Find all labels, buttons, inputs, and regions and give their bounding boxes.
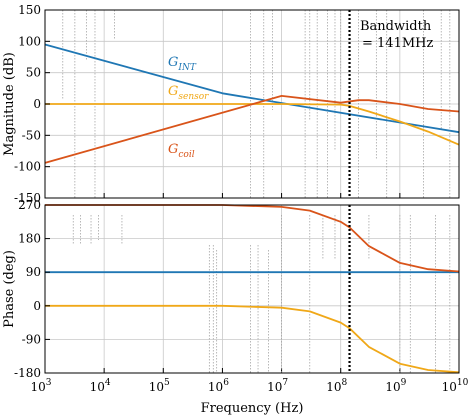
xtick-base: 10 <box>442 380 457 394</box>
magnitude-ytick-label: -50 <box>22 128 41 142</box>
xtick-exponent: 3 <box>46 378 52 388</box>
phase-ytick-label: -90 <box>22 332 41 346</box>
xtick-exponent: 7 <box>282 378 288 388</box>
phase-series <box>45 204 460 374</box>
magnitude-ytick-label: -150 <box>14 191 41 205</box>
phase-xtick-label: 104 <box>90 378 111 394</box>
phase-y-ticks: 270 180 90 0 -90 -180 <box>14 198 50 380</box>
series-label-g-coil-sub: coil <box>178 150 194 160</box>
series-label-g-sensor: Gsensor <box>168 84 209 102</box>
phase-x-axis-label: Frequency (Hz) <box>201 401 304 416</box>
phase-xtick-label: 108 <box>326 378 347 394</box>
xtick-exponent: 9 <box>401 378 407 388</box>
phase-ytick-label: 270 <box>18 198 41 212</box>
phase-xtick-label: 106 <box>208 378 229 394</box>
phase-plot-frame <box>44 204 460 374</box>
xtick-exponent: 10 <box>457 378 469 388</box>
series-label-g-coil-main: G <box>168 142 178 157</box>
xtick-exponent: 5 <box>164 378 170 388</box>
xtick-base: 10 <box>326 380 341 394</box>
magnitude-series-g-int <box>44 43 460 134</box>
xtick-exponent: 6 <box>223 378 229 388</box>
xtick-exponent: 4 <box>105 378 111 388</box>
phase-y-axis-label: Phase (deg) <box>2 250 17 328</box>
xtick-base: 10 <box>90 380 105 394</box>
series-label-g-coil: Gcoil <box>168 142 195 160</box>
magnitude-series-g-sensor <box>45 103 460 146</box>
phase-xtick-label: 1010 <box>442 378 469 394</box>
xtick-base: 10 <box>149 380 164 394</box>
series-label-g-int: GINT <box>168 55 197 73</box>
xtick-base: 10 <box>208 380 223 394</box>
magnitude-ytick-label: 0 <box>33 97 41 111</box>
magnitude-ytick-label: 100 <box>18 34 41 48</box>
bandwidth-annotation-line1: Bandwidth <box>360 19 432 34</box>
phase-x-ticks: 103 104 105 106 107 108 109 1010 <box>30 378 468 394</box>
phase-ytick-label: 90 <box>26 265 41 279</box>
phase-xtick-label: 107 <box>267 378 288 394</box>
magnitude-series-g-coil <box>44 95 460 164</box>
xtick-base: 10 <box>385 380 400 394</box>
bandwidth-annotation-line2: = 141MHz <box>362 36 433 51</box>
series-label-g-sensor-main: G <box>168 84 178 99</box>
xtick-base: 10 <box>267 380 282 394</box>
series-label-g-int-sub: INT <box>177 63 196 73</box>
xtick-exponent: 8 <box>341 378 347 388</box>
magnitude-y-axis-label: Magnitude (dB) <box>2 52 17 156</box>
magnitude-y-ticks: 150 100 50 0 -50 -100 -150 <box>14 3 50 205</box>
magnitude-ytick-label: 50 <box>26 66 41 80</box>
xtick-base: 10 <box>30 380 45 394</box>
phase-xtick-label: 109 <box>385 378 406 394</box>
phase-xtick-label: 103 <box>30 378 51 394</box>
phase-series-g-coil <box>45 204 460 273</box>
magnitude-panel: 150 100 50 0 -50 -100 -150 Magnitude (dB) Band… <box>2 3 460 205</box>
magnitude-series <box>44 43 460 164</box>
phase-ytick-label: 0 <box>33 299 41 313</box>
phase-decoration-lines <box>72 215 451 373</box>
phase-ytick-label: 180 <box>18 232 41 246</box>
phase-series-g-sensor <box>45 304 460 374</box>
phase-ytick-label: -180 <box>14 366 41 380</box>
phase-plot-area <box>45 205 459 373</box>
phase-xtick-label: 105 <box>149 378 170 394</box>
magnitude-ytick-label: 150 <box>18 3 41 17</box>
magnitude-ytick-label: -100 <box>14 160 41 174</box>
series-label-g-sensor-sub: sensor <box>178 92 209 102</box>
series-label-g-int-main: G <box>168 55 178 70</box>
magnitude-plot-frame <box>44 9 460 199</box>
